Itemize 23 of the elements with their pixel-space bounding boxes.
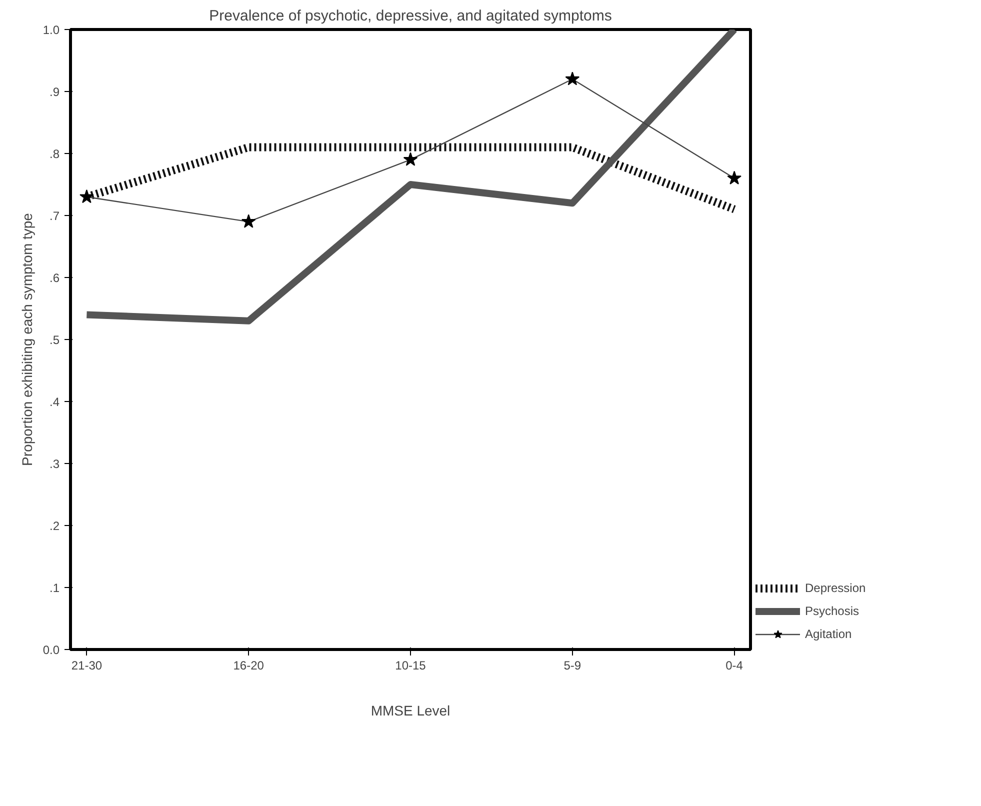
- y-tick-label: .1: [49, 581, 60, 595]
- y-tick-label: .4: [49, 395, 60, 409]
- y-tick-label: .5: [49, 333, 60, 347]
- x-tick-label: 0-4: [726, 658, 744, 672]
- x-axis-title: MMSE Level: [370, 702, 450, 718]
- y-tick-label: .6: [49, 271, 60, 285]
- y-tick-label: .2: [49, 519, 60, 533]
- y-axis-title: Proportion exhibiting each symptom type: [18, 212, 35, 466]
- x-tick-label: 16-20: [233, 658, 264, 672]
- legend-label: Depression: [805, 581, 866, 595]
- point: [80, 189, 94, 204]
- y-tick-label: 0.0: [42, 643, 60, 657]
- x-tick-label: 21-30: [71, 658, 102, 672]
- y-tick-label: .7: [49, 209, 60, 223]
- y-tick-label: .3: [49, 457, 60, 471]
- x-tick-label: 5-9: [564, 658, 582, 672]
- x-tick-label: 10-15: [395, 658, 426, 672]
- chart-title: Prevalence of psychotic, depressive, and agitated symptoms: [209, 8, 612, 24]
- legend-label: Psychosis: [805, 604, 860, 618]
- legend-label: Agitation: [805, 627, 852, 641]
- y-tick-label: 1.0: [42, 23, 60, 37]
- y-tick-label: .8: [49, 147, 60, 161]
- y-tick-label: .9: [49, 85, 60, 99]
